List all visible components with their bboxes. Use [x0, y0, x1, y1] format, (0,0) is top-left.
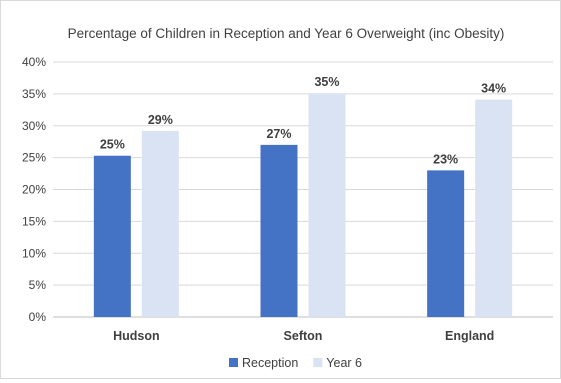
x-tick-label: Sefton	[284, 329, 323, 343]
bar-data-label: 34%	[481, 82, 506, 96]
chart-title: Percentage of Children in Reception and …	[68, 26, 505, 41]
x-axis-tick-labels: Hudson Sefton England	[113, 329, 494, 343]
x-tick-label: Hudson	[113, 329, 160, 343]
y-axis-tick-labels: 0% 5% 10% 15% 20% 25% 30% 35% 40%	[22, 55, 46, 324]
bar-year-6-hudson	[141, 130, 179, 317]
x-tick-label: England	[445, 329, 494, 343]
y-tick-label: 10%	[22, 246, 46, 260]
bar-data-label: 25%	[100, 138, 125, 152]
y-tick-label: 0%	[29, 310, 47, 324]
bar-year-6-england	[475, 99, 513, 317]
legend-swatch	[229, 358, 238, 367]
bar-reception-sefton	[260, 144, 298, 317]
bar-reception-england	[427, 170, 465, 317]
gridlines	[53, 61, 553, 318]
y-tick-label: 30%	[22, 119, 46, 133]
legend-label: Year 6	[326, 356, 362, 370]
legend-label: Reception	[242, 356, 298, 370]
bar-data-label: 35%	[314, 75, 339, 89]
y-tick-label: 25%	[22, 151, 46, 165]
legend-swatch	[313, 358, 323, 367]
bar-data-label: 29%	[148, 113, 173, 127]
bar-year-6-sefton	[308, 93, 346, 317]
bar-reception-hudson	[93, 155, 131, 317]
bar-data-label: 23%	[433, 152, 458, 166]
y-tick-label: 20%	[22, 183, 46, 197]
y-tick-label: 15%	[22, 214, 46, 228]
y-tick-label: 35%	[22, 87, 46, 101]
bars	[93, 93, 513, 317]
bar-data-labels: 25% 29% 27% 35% 23% 34%	[100, 75, 506, 166]
y-tick-label: 40%	[22, 55, 46, 69]
bar-data-label: 27%	[266, 127, 291, 141]
legend: Reception Year 6	[229, 356, 362, 370]
y-tick-label: 5%	[29, 278, 47, 292]
